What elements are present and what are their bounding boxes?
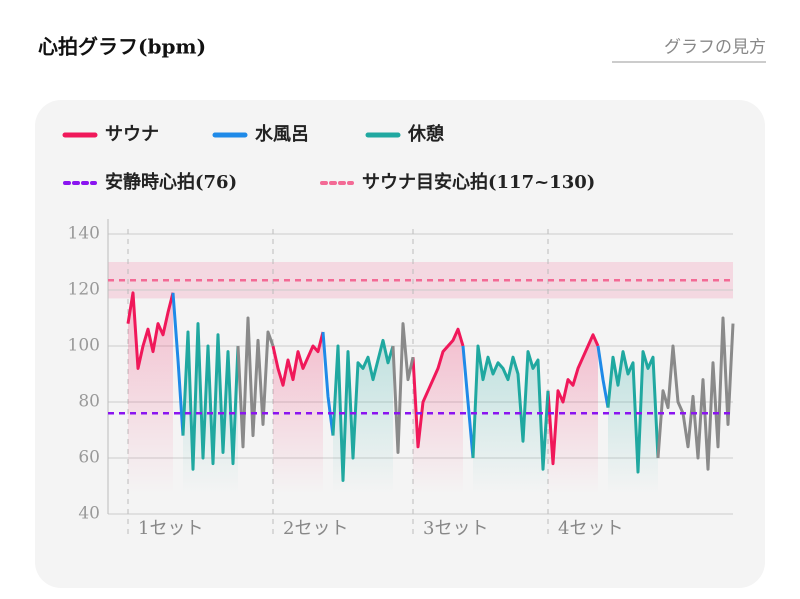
y-tick-label: 140	[68, 224, 100, 244]
area	[128, 292, 173, 494]
legend-label: サウナ	[105, 124, 159, 145]
y-tick-label: 120	[68, 280, 100, 300]
y-tick-label: 80	[78, 392, 100, 412]
area	[608, 351, 658, 494]
heart-rate-line	[236, 316, 735, 471]
title: 心拍グラフ(bpm)	[38, 35, 206, 59]
help-link[interactable]: グラフの見方	[664, 38, 766, 58]
set-label: 1セット	[138, 518, 203, 539]
heart-rate-line	[181, 322, 660, 482]
area	[473, 346, 548, 494]
heart-rate-line	[171, 292, 610, 459]
heart-rate-line	[126, 291, 600, 466]
set-label: 3セット	[423, 518, 488, 539]
legend-label: 休憩	[407, 123, 444, 145]
legend-label: 安静時心拍(76)	[105, 171, 237, 193]
y-tick-label: 100	[68, 336, 100, 356]
set-label: 2セット	[283, 518, 348, 539]
legend-label: サウナ目安心拍(117~130)	[362, 171, 595, 193]
set-label: 4セット	[558, 518, 623, 539]
plot: 40 60 80 100 120 140 1セット 2セット 3セット 4セット	[68, 219, 735, 539]
y-tick-label: 60	[78, 448, 100, 468]
legend-label: 水風呂	[255, 123, 309, 145]
y-tick-label: 40	[78, 504, 100, 524]
area	[413, 329, 463, 494]
